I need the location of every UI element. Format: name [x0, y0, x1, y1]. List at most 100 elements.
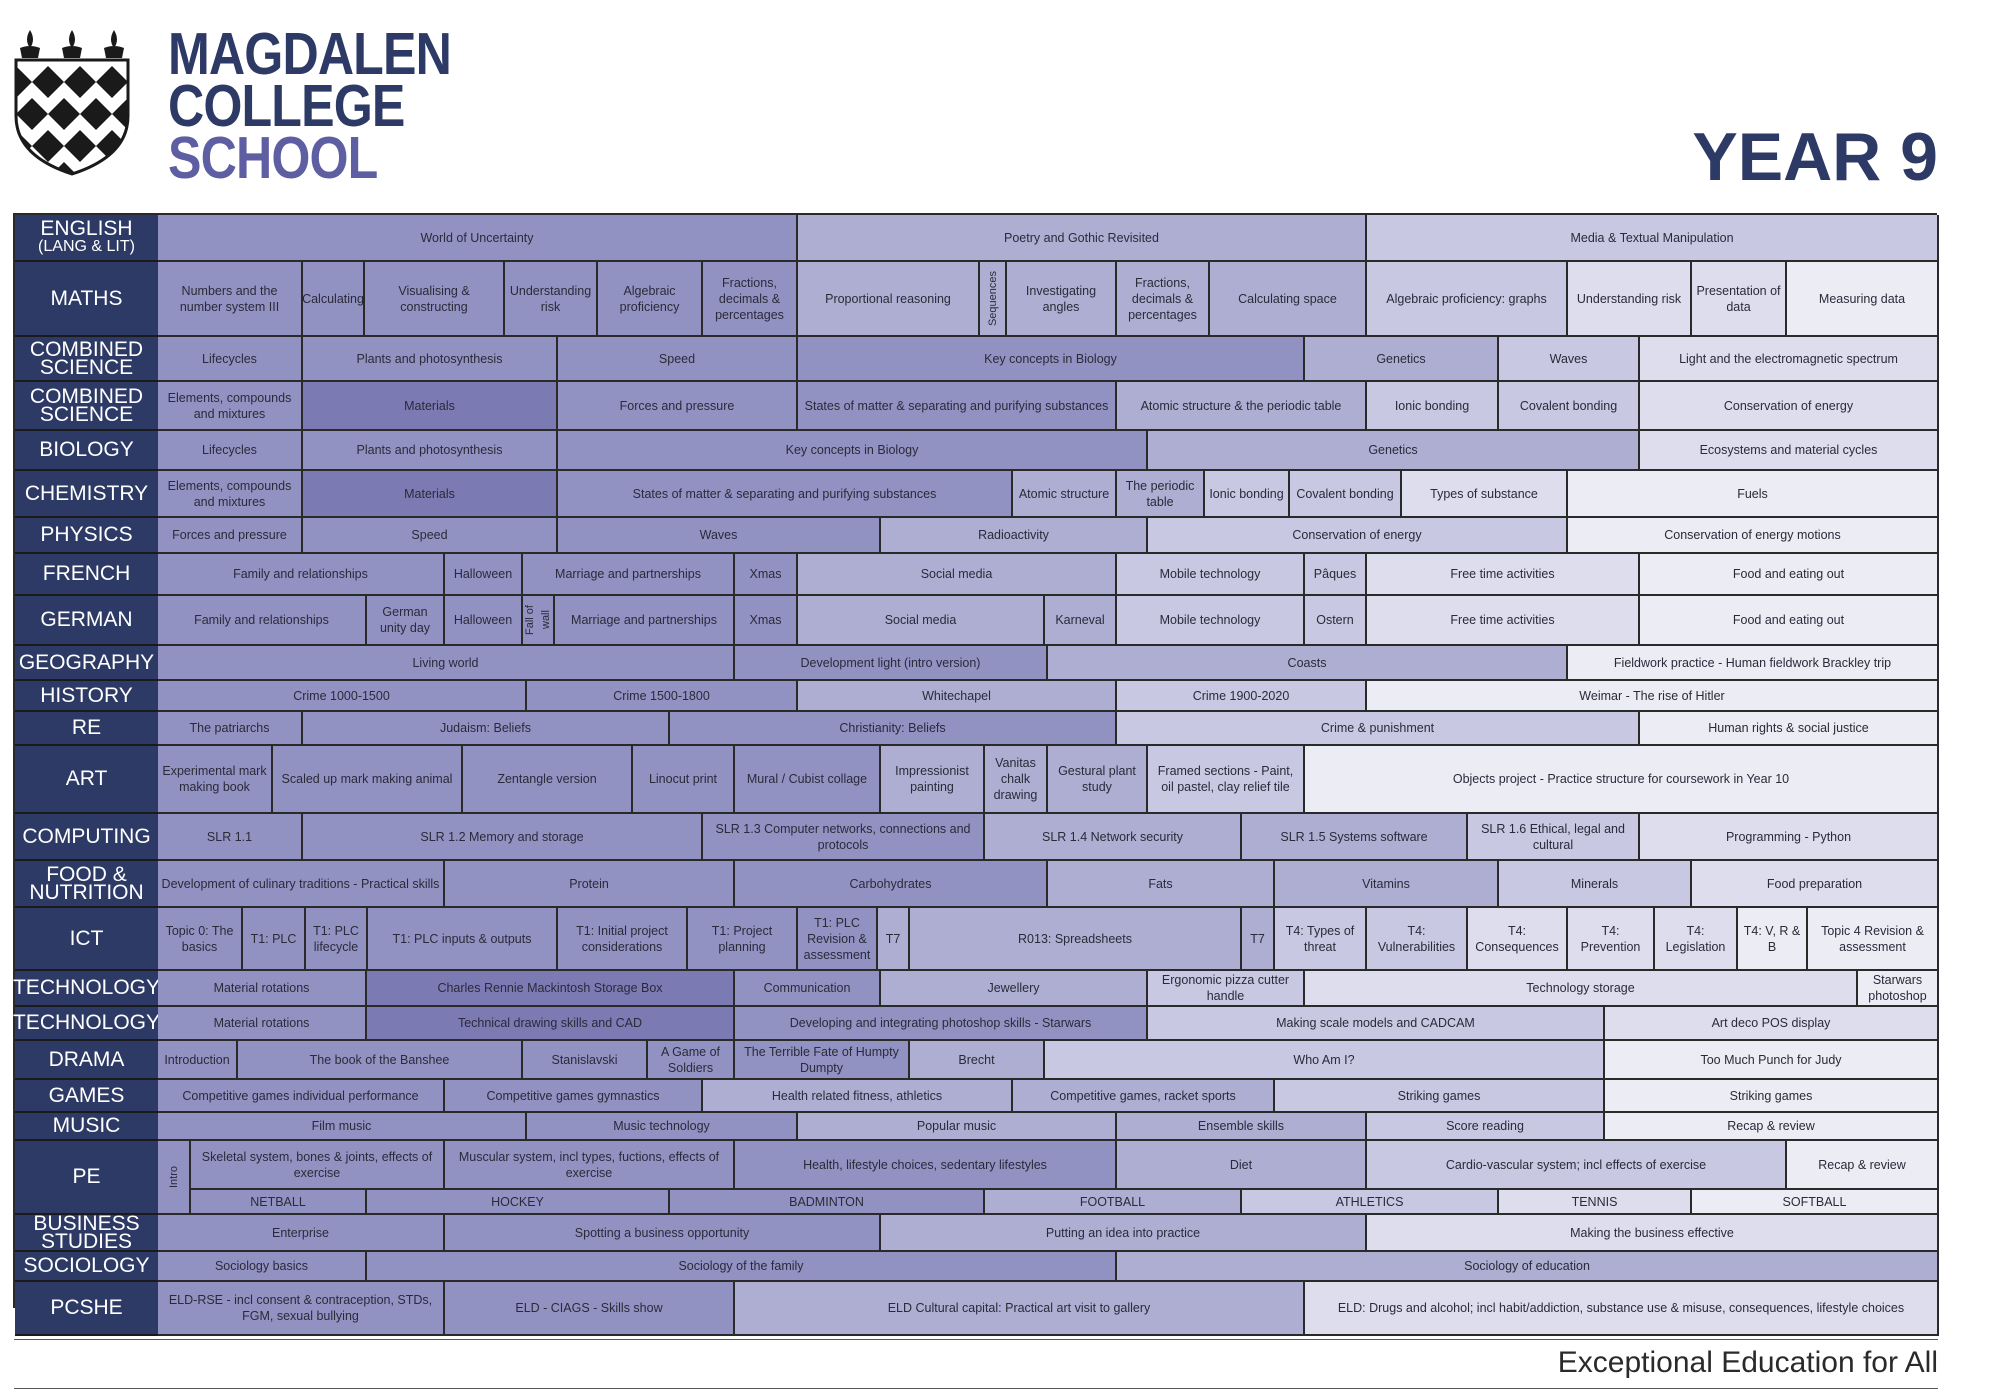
- topic-cell: Health, lifestyle choices, sedentary lif…: [735, 1141, 1117, 1190]
- topic-cell: Understanding risk: [505, 262, 598, 337]
- topic-cell: Competitive games individual performance: [158, 1080, 445, 1113]
- topic-cell: Technical drawing skills and CAD: [367, 1007, 735, 1041]
- topic-cell: Ionic bonding: [1205, 471, 1290, 518]
- topic-cell: Ostern: [1305, 596, 1367, 646]
- topic-cell: T1: PLC lifecycle: [306, 908, 368, 971]
- crest-icon: [14, 30, 130, 176]
- topic-cell: T1: Initial project considerations: [558, 908, 688, 971]
- topic-cell: Programming - Python: [1640, 814, 1939, 861]
- topic-cell: Ergonomic pizza cutter handle: [1148, 971, 1305, 1007]
- topic-cell: Who Am I?: [1045, 1041, 1605, 1080]
- subject-label-ict: ICT: [15, 908, 158, 971]
- topic-cell: SLR 1.2 Memory and storage: [303, 814, 703, 861]
- subject-name: GEOGRAPHY: [18, 650, 155, 674]
- topic-cell: R013: Spreadsheets: [910, 908, 1242, 971]
- topic-cell: Genetics: [1305, 337, 1499, 382]
- topic-cell: Fats: [1048, 861, 1275, 908]
- topic-cell: Starwars photoshop: [1858, 971, 1939, 1007]
- topic-cell: Crime 1500-1800: [527, 681, 798, 712]
- topic-cell: Xmas: [735, 596, 798, 646]
- topic-cell: BADMINTON: [670, 1190, 985, 1215]
- subject-label-pe: PE: [15, 1141, 158, 1215]
- subject-name: COMPUTING: [22, 824, 151, 848]
- subject-label-games: GAMES: [15, 1080, 158, 1113]
- topic-cell: Muscular system, incl types, fuctions, e…: [445, 1141, 735, 1190]
- school-name-line3: SCHOOL: [168, 125, 378, 191]
- topic-cell: Karneval: [1045, 596, 1117, 646]
- topic-cell: Measuring data: [1787, 262, 1939, 337]
- topic-cell: Covalent bonding: [1499, 382, 1640, 431]
- topic-cell: Light and the electromagnetic spectrum: [1640, 337, 1939, 382]
- topic-cell: T4: Types of threat: [1275, 908, 1367, 971]
- topic-cell: Waves: [1499, 337, 1640, 382]
- topic-cell: Mobile technology: [1117, 554, 1305, 596]
- topic-cell: Spotting a business opportunity: [445, 1215, 881, 1252]
- topic-cell: Elements, compounds and mixtures: [158, 382, 303, 431]
- subject-name: RE: [71, 716, 102, 739]
- subject-name: FRENCH: [42, 562, 131, 585]
- topic-cell: Algebraic proficiency: graphs: [1367, 262, 1568, 337]
- topic-cell: Xmas: [735, 554, 798, 596]
- subject-label-food: FOOD & NUTRITION: [15, 861, 158, 908]
- topic-cell: Score reading: [1367, 1113, 1605, 1141]
- subject-name: TECHNOLOGY: [12, 1011, 161, 1034]
- topic-cell: Proportional reasoning: [798, 262, 980, 337]
- topic-cell: Crime 1000-1500: [158, 681, 527, 712]
- topic-cell: T1: Project planning: [688, 908, 798, 971]
- topic-cell: Free time activities: [1367, 554, 1640, 596]
- school-logo: MAGDALEN COLLEGE SCHOOL: [12, 25, 452, 191]
- topic-cell: Fractions, decimals & percentages: [1117, 262, 1210, 337]
- topic-cell: Topic 0: The basics: [158, 908, 243, 971]
- subject-name: MUSIC: [52, 1114, 121, 1137]
- topic-cell: Judaism: Beliefs: [303, 712, 670, 746]
- topic-cell: SOFTBALL: [1692, 1190, 1939, 1215]
- topic-cell: Mobile technology: [1117, 596, 1305, 646]
- topic-cell: Halloween: [445, 554, 523, 596]
- topic-cell: T4: Consequences: [1468, 908, 1568, 971]
- topic-cell: Framed sections - Paint, oil pastel, cla…: [1148, 746, 1305, 814]
- topic-cell: Sociology of the family: [367, 1252, 1117, 1282]
- topic-cell: Weimar - The rise of Hitler: [1367, 681, 1939, 712]
- topic-cell: Christianity: Beliefs: [670, 712, 1117, 746]
- topic-cell: Topic 4 Revision & assessment: [1808, 908, 1939, 971]
- subject-name: COMBINED: [29, 384, 144, 408]
- topic-cell: Material rotations: [158, 1007, 367, 1041]
- subject-label-drama: DRAMA: [15, 1041, 158, 1080]
- topic-cell: Experimental mark making book: [158, 746, 273, 814]
- topic-cell: Food and eating out: [1640, 596, 1939, 646]
- topic-cell: Forces and pressure: [158, 518, 303, 554]
- topic-cell: Minerals: [1499, 861, 1692, 908]
- subject-name: BUSINESS: [33, 1211, 140, 1235]
- topic-cell: The book of the Banshee: [238, 1041, 523, 1080]
- school-motto: Exceptional Education for All: [1557, 1346, 1938, 1379]
- topic-cell: SLR 1.3 Computer networks, connections a…: [703, 814, 985, 861]
- topic-cell: T1: PLC inputs & outputs: [368, 908, 558, 971]
- topic-cell: FOOTBALL: [985, 1190, 1242, 1215]
- subject-name: PHYSICS: [40, 523, 133, 546]
- topic-cell: Stanislavski: [523, 1041, 648, 1080]
- topic-cell: Art deco POS display: [1605, 1007, 1939, 1041]
- subject-label-english: ENGLISH (LANG & LIT): [15, 215, 158, 262]
- topic-cell: Competitive games, racket sports: [1013, 1080, 1275, 1113]
- subject-label-computing: COMPUTING: [15, 814, 158, 861]
- topic-cell: SLR 1.1: [158, 814, 303, 861]
- topic-cell: Vitamins: [1275, 861, 1499, 908]
- topic-cell: A Game of Soldiers: [648, 1041, 735, 1080]
- topic-cell: Jewellery: [881, 971, 1148, 1007]
- subject-label-pcshe: PCSHE: [15, 1282, 158, 1336]
- subject-name: GERMAN: [40, 608, 133, 631]
- subject-label-geography: GEOGRAPHY: [15, 646, 158, 681]
- subject-name: ICT: [69, 926, 104, 950]
- topic-cell: Impressionist painting: [881, 746, 985, 814]
- subject-label-business: BUSINESS STUDIES: [15, 1211, 158, 1252]
- topic-cell: Visualising & constructing: [365, 262, 505, 337]
- topic-cell: Protein: [445, 861, 735, 908]
- topic-cell: Plants and photosynthesis: [303, 431, 558, 471]
- topic-cell: German unity day: [367, 596, 445, 646]
- topic-cell: Charles Rennie Mackintosh Storage Box: [367, 971, 735, 1007]
- subject-name: DRAMA: [48, 1047, 125, 1071]
- subject-name-line2: SCIENCE: [39, 355, 134, 379]
- footer-divider-top: [14, 1339, 1938, 1340]
- topic-cell: Free time activities: [1367, 596, 1640, 646]
- topic-cell: Health related fitness, athletics: [703, 1080, 1013, 1113]
